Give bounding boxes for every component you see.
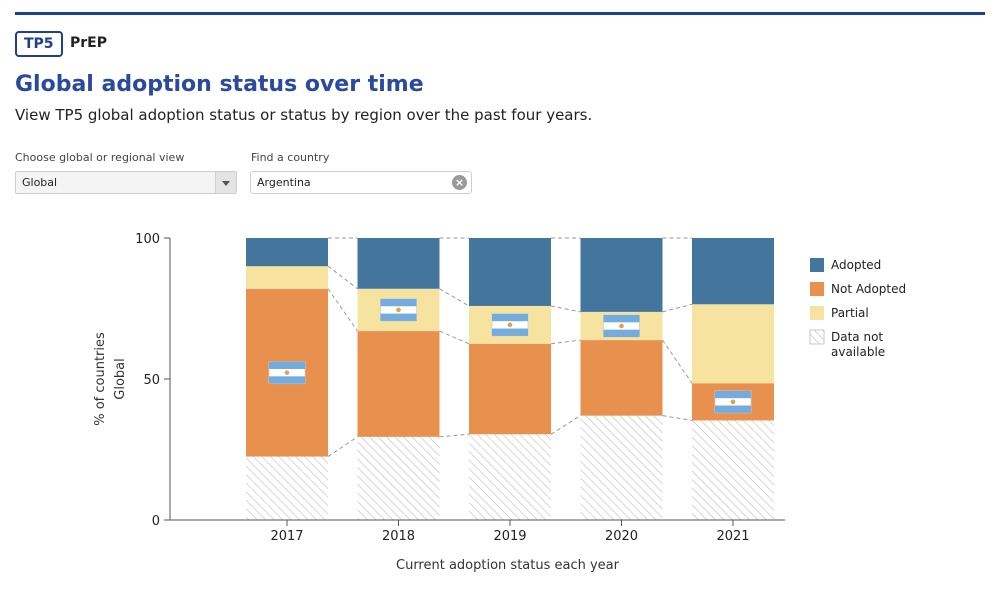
bar-segment-2019-not-adopted bbox=[469, 343, 551, 435]
y-tick-label: 50 bbox=[143, 373, 160, 388]
connector-line bbox=[550, 339, 581, 345]
connector-line bbox=[662, 339, 693, 384]
legend-swatch-not-adopted bbox=[810, 282, 824, 296]
view-select-label: Choose global or regional view bbox=[15, 151, 185, 164]
flag-stripe-top bbox=[715, 390, 751, 399]
connector-line bbox=[439, 433, 470, 438]
flag-stripe-bottom bbox=[603, 329, 640, 337]
bar-segment-2019-adopted bbox=[469, 238, 551, 306]
y-axis-subtitle: Global bbox=[113, 358, 128, 399]
legend-label: Partial bbox=[831, 306, 869, 320]
flag-stripe-bottom bbox=[380, 313, 417, 321]
country-markers bbox=[268, 298, 752, 414]
bar-segment-2021-adopted bbox=[692, 238, 774, 305]
x-tick-label: 2021 bbox=[716, 529, 749, 544]
bar-segment-2018-adopted bbox=[357, 238, 440, 289]
bar-segment-2021-partial bbox=[692, 304, 774, 384]
x-tick-label: 2017 bbox=[270, 529, 303, 544]
legend: Adopted Not Adopted Partial Data notavailab… bbox=[809, 258, 906, 359]
argentina-flag-icon bbox=[491, 313, 529, 337]
argentina-flag-icon bbox=[380, 298, 417, 322]
legend-label: available bbox=[831, 345, 885, 359]
bar-segment-2019-data-not-available bbox=[469, 434, 551, 520]
legend-swatch-partial bbox=[810, 306, 824, 320]
connector-line bbox=[550, 415, 581, 435]
flag-stripe-top bbox=[492, 313, 528, 322]
connector-line bbox=[439, 288, 470, 307]
connector-line bbox=[439, 330, 470, 345]
connector-line bbox=[662, 303, 693, 313]
y-tick-label: 0 bbox=[152, 514, 160, 529]
bar-segment-2020-adopted bbox=[580, 238, 663, 312]
legend-label: Data not bbox=[831, 330, 883, 344]
legend-label: Not Adopted bbox=[831, 282, 906, 296]
country-search-input[interactable]: Argentina × bbox=[250, 171, 472, 194]
x-tick-label: 2020 bbox=[605, 529, 638, 544]
bar-segment-2018-data-not-available bbox=[357, 436, 440, 520]
x-tick-label: 2019 bbox=[493, 529, 526, 544]
clear-icon[interactable]: × bbox=[452, 175, 467, 190]
legend-label: Adopted bbox=[831, 258, 881, 272]
bar-segment-2017-adopted bbox=[246, 238, 328, 267]
bars-group bbox=[246, 238, 774, 520]
indicator-badge: TP5 bbox=[15, 31, 63, 57]
connector-lines bbox=[327, 237, 693, 457]
connector-line bbox=[327, 265, 358, 290]
view-select-value: Global bbox=[22, 176, 58, 189]
chevron-down-icon bbox=[222, 181, 230, 186]
country-search-label: Find a country bbox=[251, 151, 330, 164]
flag-stripe-bottom bbox=[492, 328, 528, 336]
x-axis-title: Current adoption status each year bbox=[396, 558, 620, 573]
connector-line bbox=[327, 288, 358, 332]
y-tick-label: 100 bbox=[135, 232, 160, 247]
view-select[interactable]: Global bbox=[15, 171, 237, 194]
flag-sun bbox=[619, 323, 624, 329]
top-accent-bar bbox=[15, 12, 985, 15]
country-search-value: Argentina bbox=[257, 176, 311, 189]
flag-stripe-bottom bbox=[269, 376, 305, 384]
flag-stripe-top bbox=[380, 298, 417, 307]
connector-line bbox=[327, 436, 358, 457]
flag-sun bbox=[730, 399, 736, 405]
connector-line bbox=[550, 305, 581, 313]
page-subtitle: View TP5 global adoption status or statu… bbox=[15, 106, 593, 124]
flag-stripe-top bbox=[269, 361, 305, 369]
bar-segment-2017-partial bbox=[246, 266, 328, 289]
flag-stripe-top bbox=[603, 314, 640, 323]
page-title: Global adoption status over time bbox=[15, 72, 424, 97]
argentina-flag-icon bbox=[268, 361, 306, 385]
y-axis-title: % of countries bbox=[93, 332, 108, 426]
bar-segment-2020-not-adopted bbox=[580, 340, 663, 416]
flag-sun bbox=[396, 307, 401, 313]
bar-segment-2020-data-not-available bbox=[580, 415, 663, 520]
legend-swatch-adopted bbox=[810, 258, 824, 272]
flag-sun bbox=[507, 322, 513, 328]
bar-segment-2017-data-not-available bbox=[246, 456, 328, 520]
argentina-flag-icon bbox=[603, 314, 640, 338]
argentina-flag-icon bbox=[714, 390, 752, 414]
flag-stripe-bottom bbox=[715, 405, 751, 413]
bar-segment-2018-not-adopted bbox=[357, 331, 440, 437]
x-tick-label: 2018 bbox=[382, 529, 415, 544]
view-select-toggle[interactable] bbox=[215, 172, 236, 193]
connector-line bbox=[662, 415, 693, 421]
bar-segment-2021-data-not-available bbox=[692, 420, 774, 520]
axes-group: 0 50 100 2017 2018 2019 2020 2021 Current adopti… bbox=[93, 232, 785, 573]
legend-swatch-data-not-available bbox=[809, 329, 825, 345]
flag-sun bbox=[284, 370, 290, 375]
indicator-tag: PrEP bbox=[70, 35, 107, 51]
